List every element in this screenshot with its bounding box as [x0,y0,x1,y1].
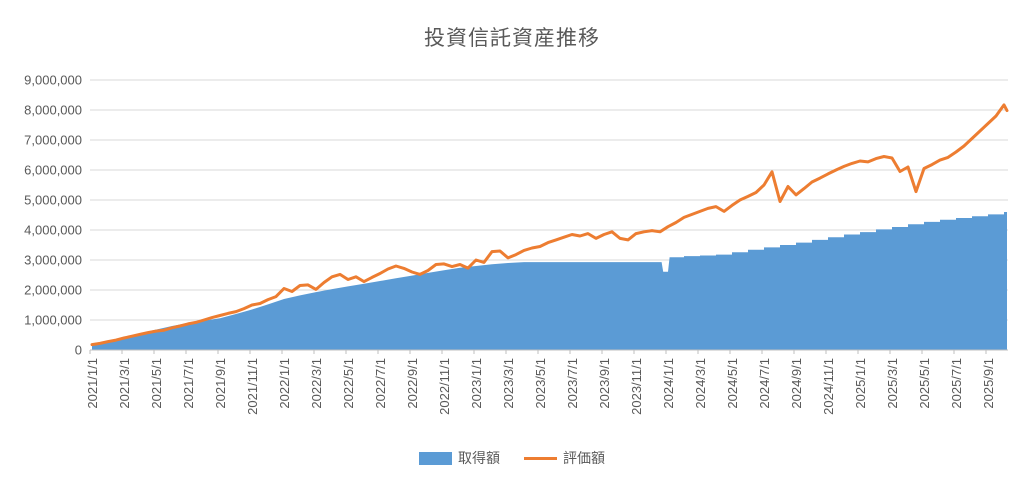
x-axis-label: 2023/3/1 [501,358,516,409]
x-axis-label: 2021/1/1 [85,358,100,409]
x-axis-label: 2024/9/1 [789,358,804,409]
legend-label-valuation: 評価額 [563,450,605,466]
x-axis-label: 2025/9/1 [981,358,996,409]
x-axis-label: 2024/1/1 [661,358,676,409]
y-axis-label: 3,000,000 [24,253,82,268]
x-axis-label: 2025/1/1 [853,358,868,409]
x-axis-label: 2022/1/1 [277,358,292,409]
x-axis-label: 2025/5/1 [917,358,932,409]
x-axis-label: 2022/3/1 [309,358,324,409]
legend: 取得額 評価額 [0,448,1024,468]
x-axis-label: 2025/3/1 [885,358,900,409]
acquisition-area-series [92,212,1007,350]
x-axis-label: 2021/3/1 [117,358,132,409]
x-axis-label: 2023/1/1 [469,358,484,409]
legend-item-acquisition: 取得額 [419,448,500,468]
x-axis-label: 2023/5/1 [533,358,548,409]
x-axis-label: 2023/9/1 [597,358,612,409]
x-axis-label: 2022/9/1 [405,358,420,409]
x-axis-label: 2022/7/1 [373,358,388,409]
y-axis-label: 0 [75,343,82,358]
area-series-swatch [419,451,452,465]
y-axis-label: 7,000,000 [24,133,82,148]
y-axis-label: 6,000,000 [24,163,82,178]
x-axis-label: 2022/11/1 [437,358,452,415]
y-axis-label: 8,000,000 [24,103,82,118]
line-series-swatch [524,456,557,460]
x-axis-label: 2023/7/1 [565,358,580,409]
x-axis-label: 2023/11/1 [629,358,644,415]
y-axis-label: 5,000,000 [24,193,82,208]
x-axis-label: 2024/11/1 [821,358,836,415]
legend-item-valuation: 評価額 [524,448,605,468]
y-axis-label: 2,000,000 [24,283,82,298]
legend-label-acquisition: 取得額 [458,450,500,466]
x-axis-label: 2021/9/1 [213,358,228,409]
y-axis-label: 4,000,000 [24,223,82,238]
x-axis-label: 2021/7/1 [181,358,196,409]
y-axis-label: 9,000,000 [24,73,82,88]
x-axis-label: 2025/7/1 [949,358,964,409]
x-axis-label: 2021/5/1 [149,358,164,409]
x-axis-label: 2024/5/1 [725,358,740,409]
x-axis-label: 2022/5/1 [341,358,356,409]
y-axis-label: 1,000,000 [24,313,82,328]
x-axis-label: 2021/11/1 [245,358,260,415]
x-axis-label: 2024/7/1 [757,358,772,409]
valuation-line-series [90,103,1009,347]
x-axis-label: 2024/3/1 [693,358,708,409]
chart-title: 投資信託資産推移 [424,27,600,50]
